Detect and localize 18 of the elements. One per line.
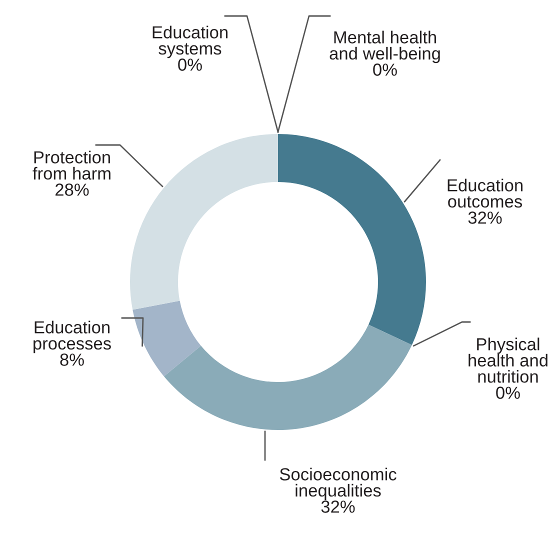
data-label: 8% (60, 354, 84, 366)
text: 0% (496, 386, 520, 399)
category-label: Physical health and nutrition (468, 338, 548, 383)
donut-slice (164, 324, 412, 430)
data-label: 32% (468, 212, 502, 224)
category-label: Education systems (152, 26, 228, 58)
slice-label: Protection from harm (32, 150, 110, 180)
slice-label: Education processes (34, 320, 111, 354)
category-label: Mental health and well-being (330, 30, 440, 64)
slice-label: Education outcomes (448, 178, 522, 208)
data-label: 32% (321, 500, 355, 513)
text: 0% (178, 58, 202, 71)
donut-slice (278, 134, 426, 346)
slice-label: Socioeconomic inequalities (280, 468, 396, 500)
data-label: 28% (56, 184, 89, 196)
text: 0% (373, 64, 397, 76)
donut-slice (130, 134, 278, 310)
donut-slice (132, 300, 201, 376)
